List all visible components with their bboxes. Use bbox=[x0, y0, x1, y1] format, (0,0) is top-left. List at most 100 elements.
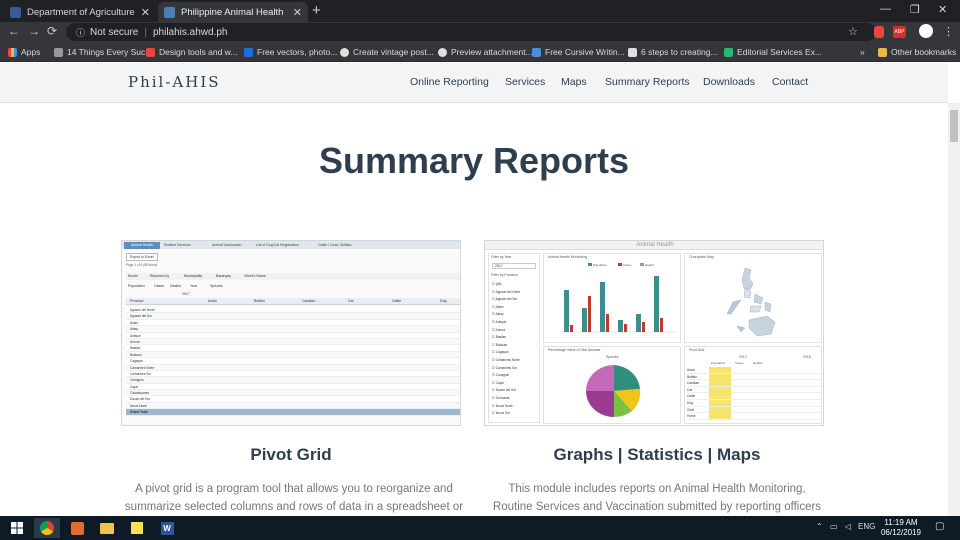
mini-pivot-row: Goat bbox=[687, 406, 821, 414]
pivot-col-header: Carabao bbox=[302, 299, 316, 303]
sticky-notes-icon bbox=[131, 522, 143, 534]
bookmark-favicon-icon bbox=[146, 47, 155, 57]
scrollbar-thumb[interactable] bbox=[950, 110, 958, 142]
browser-tab-2[interactable]: Philippine Animal Health Inform ✕ bbox=[158, 2, 308, 22]
language-indicator[interactable]: ENG bbox=[858, 522, 876, 531]
bookmark-item[interactable]: Editorial Services Ex... bbox=[724, 45, 822, 59]
bookmark-item[interactable]: Free Cursive Writin... bbox=[532, 45, 625, 59]
province-option: ☑ (All) bbox=[492, 282, 502, 286]
filter-row: Month Reported by Municipality Barangay … bbox=[126, 273, 460, 280]
province-option: ☑ Camarines Sur bbox=[492, 365, 518, 370]
province-option: ☑ Camiguin bbox=[492, 373, 510, 378]
new-tab-button[interactable]: + bbox=[312, 2, 321, 19]
card-description-pivot-grid: A pivot grid is a program tool that allo… bbox=[121, 480, 467, 516]
taskbar-media-player[interactable] bbox=[64, 518, 90, 538]
pivot-row: Agusan del Norte bbox=[126, 307, 460, 314]
nav-services[interactable]: Services bbox=[505, 76, 546, 88]
bar-chart-panel: Animal Health Monitoring Population Case… bbox=[543, 253, 681, 343]
measure-row: Population Cases Deaths Year Species bbox=[126, 283, 460, 290]
browser-tab-1[interactable]: Department of Agriculture Regio ✕ bbox=[4, 2, 156, 22]
nav-summary-reports[interactable]: Summary Reports bbox=[605, 76, 690, 88]
forward-icon[interactable]: → bbox=[28, 24, 40, 38]
bookmark-label: 6 steps to creating... bbox=[641, 47, 718, 57]
description-line: Routine Services and Vaccination submitt… bbox=[492, 501, 822, 513]
map-panel-title: Choropleth Map bbox=[689, 255, 714, 259]
bookmark-star-icon[interactable]: ☆ bbox=[848, 26, 858, 38]
bookmark-item[interactable]: Design tools and w... bbox=[146, 45, 237, 59]
taskbar-clock[interactable]: 11:19 AM 06/12/2019 bbox=[878, 518, 924, 538]
close-window-icon[interactable]: ✕ bbox=[938, 4, 948, 16]
nav-downloads[interactable]: Downloads bbox=[703, 76, 755, 88]
pivot-col-header: Dog bbox=[440, 299, 447, 303]
start-button[interactable] bbox=[4, 518, 30, 538]
bookmark-item[interactable]: Free vectors, photo... bbox=[244, 45, 337, 59]
map-region bbox=[736, 325, 746, 333]
browser-tab-strip: Department of Agriculture Regio ✕ Philip… bbox=[0, 0, 960, 22]
taskbar-chrome[interactable] bbox=[34, 518, 60, 538]
menu-dots-icon[interactable]: ⋮ bbox=[943, 26, 954, 38]
bookmark-item[interactable]: 14 Things Every Suc... bbox=[54, 45, 152, 59]
taskbar-sticky-notes[interactable] bbox=[124, 518, 150, 538]
close-tab-icon[interactable]: ✕ bbox=[292, 6, 302, 19]
pie-chart-svg bbox=[586, 365, 641, 418]
dashboard-thumbnail[interactable]: Animal Health Filter by Year 2017 Filter… bbox=[484, 240, 824, 426]
taskbar-word[interactable]: W bbox=[154, 518, 180, 538]
folder-icon bbox=[878, 47, 887, 57]
pivot-row: Agusan del Sur bbox=[126, 313, 460, 320]
card-title-graphs: Graphs | Statistics | Maps bbox=[553, 445, 761, 464]
bookmarks-bar: Apps 14 Things Every Suc... Design tools… bbox=[0, 42, 960, 62]
minimize-icon[interactable]: — bbox=[880, 3, 891, 15]
bookmarks-overflow-button[interactable]: » bbox=[860, 45, 865, 59]
bookmark-item[interactable]: Create vintage post... bbox=[340, 45, 434, 59]
bookmark-favicon-icon bbox=[532, 47, 541, 57]
nav-contact[interactable]: Contact bbox=[772, 76, 809, 88]
pivot-row: Aklan bbox=[126, 319, 460, 327]
taskbar-file-explorer[interactable] bbox=[94, 518, 120, 538]
bookmark-apps[interactable]: Apps bbox=[8, 45, 40, 59]
page-scrollbar[interactable] bbox=[948, 103, 960, 516]
pivot-row: Aurora bbox=[126, 338, 460, 346]
network-icon[interactable]: ▭ bbox=[830, 522, 838, 531]
adblock-icon[interactable]: ABP bbox=[893, 26, 906, 38]
map-panel: Choropleth Map bbox=[684, 253, 822, 343]
back-icon[interactable]: ← bbox=[8, 24, 20, 38]
filter-chip: Barangay bbox=[216, 274, 231, 278]
reload-icon[interactable]: ⟳ bbox=[47, 24, 58, 38]
close-tab-icon[interactable]: ✕ bbox=[140, 6, 150, 19]
card-title-pivot-grid: Pivot Grid bbox=[250, 445, 332, 464]
pivot-year: 2017 bbox=[182, 292, 190, 296]
nav-online-reporting[interactable]: Online Reporting bbox=[410, 76, 489, 88]
province-option: ☑ Cagayan bbox=[492, 350, 509, 355]
other-bookmarks[interactable]: Other bookmarks bbox=[878, 45, 956, 59]
bar bbox=[606, 314, 609, 332]
pivot-pager: Page 1 of 5 (89 items) bbox=[126, 263, 158, 267]
profile-avatar-icon[interactable] bbox=[919, 24, 933, 38]
bookmark-favicon-icon bbox=[340, 47, 349, 57]
site-navbar: Phil-AHIS Online Reporting Services Maps… bbox=[0, 63, 948, 103]
info-icon[interactable]: ⓘ bbox=[76, 27, 86, 38]
pivot-row: Basilan bbox=[126, 345, 460, 352]
address-bar[interactable]: ⓘ Not secure | philahis.ahwd.ph bbox=[66, 23, 876, 41]
tray-chevron-icon[interactable]: ⌃ bbox=[816, 522, 823, 531]
nav-maps[interactable]: Maps bbox=[561, 76, 587, 88]
description-line: A pivot grid is a program tool that allo… bbox=[135, 483, 453, 495]
bookmark-favicon-icon bbox=[438, 47, 447, 57]
filter-panel: Filter by Year 2017 Filter by Province ☑… bbox=[488, 253, 540, 423]
extension-shield-icon[interactable] bbox=[874, 26, 884, 38]
bookmark-label: Design tools and w... bbox=[159, 47, 238, 57]
maximize-icon[interactable]: ❐ bbox=[910, 4, 920, 16]
volume-icon[interactable]: ◁ bbox=[845, 522, 852, 531]
site-brand[interactable]: Phil-AHIS bbox=[128, 73, 221, 91]
browser-tab-title: Philippine Animal Health Inform bbox=[181, 6, 287, 18]
bookmark-item[interactable]: Preview attachment... bbox=[438, 45, 533, 59]
bookmark-item[interactable]: 6 steps to creating... bbox=[628, 45, 718, 59]
media-player-icon bbox=[70, 521, 84, 535]
description-line: This module includes reports on Animal H… bbox=[508, 483, 806, 495]
notification-icon[interactable]: ▢ bbox=[935, 521, 945, 532]
pivot-grid-thumbnail[interactable]: Animal Health Routine Services Animal Va… bbox=[121, 240, 461, 426]
map-region bbox=[753, 293, 764, 305]
pie-slice bbox=[586, 365, 614, 391]
pivot-row: Grand Total bbox=[126, 409, 460, 416]
pivot-col-header: Buffalo bbox=[254, 299, 265, 303]
mini-pivot-row: Horse bbox=[687, 413, 821, 420]
